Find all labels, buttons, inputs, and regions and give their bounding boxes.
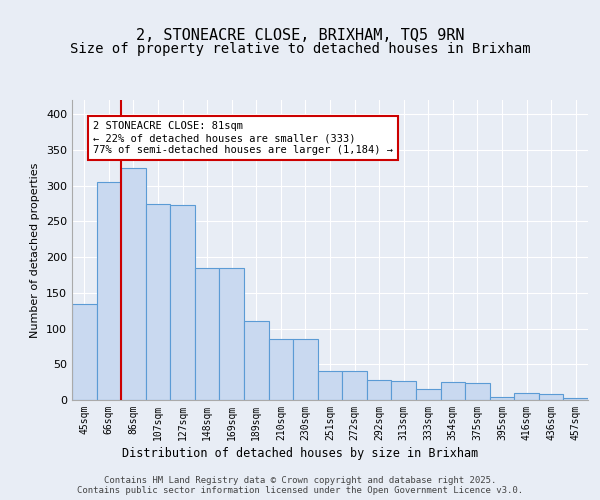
Bar: [244, 322, 269, 400]
Bar: [72, 304, 97, 400]
Bar: [170, 205, 195, 400]
Text: Contains HM Land Registry data © Crown copyright and database right 2025.
Contai: Contains HM Land Registry data © Crown c…: [77, 476, 523, 495]
Bar: [146, 204, 170, 400]
Y-axis label: Number of detached properties: Number of detached properties: [31, 162, 40, 338]
Bar: [195, 268, 220, 400]
Text: Size of property relative to detached houses in Brixham: Size of property relative to detached ho…: [70, 42, 530, 56]
Bar: [97, 182, 121, 400]
Text: 2 STONEACRE CLOSE: 81sqm
← 22% of detached houses are smaller (333)
77% of semi-: 2 STONEACRE CLOSE: 81sqm ← 22% of detach…: [93, 122, 393, 154]
Text: Distribution of detached houses by size in Brixham: Distribution of detached houses by size …: [122, 448, 478, 460]
Bar: [342, 372, 367, 400]
Text: 2, STONEACRE CLOSE, BRIXHAM, TQ5 9RN: 2, STONEACRE CLOSE, BRIXHAM, TQ5 9RN: [136, 28, 464, 42]
Bar: [490, 397, 514, 400]
Bar: [514, 393, 539, 400]
Bar: [121, 168, 146, 400]
Bar: [563, 398, 588, 400]
Bar: [539, 394, 563, 400]
Bar: [220, 268, 244, 400]
Bar: [440, 382, 465, 400]
Bar: [416, 390, 440, 400]
Bar: [391, 380, 416, 400]
Bar: [367, 380, 391, 400]
Bar: [465, 383, 490, 400]
Bar: [269, 340, 293, 400]
Bar: [293, 340, 318, 400]
Bar: [318, 372, 342, 400]
